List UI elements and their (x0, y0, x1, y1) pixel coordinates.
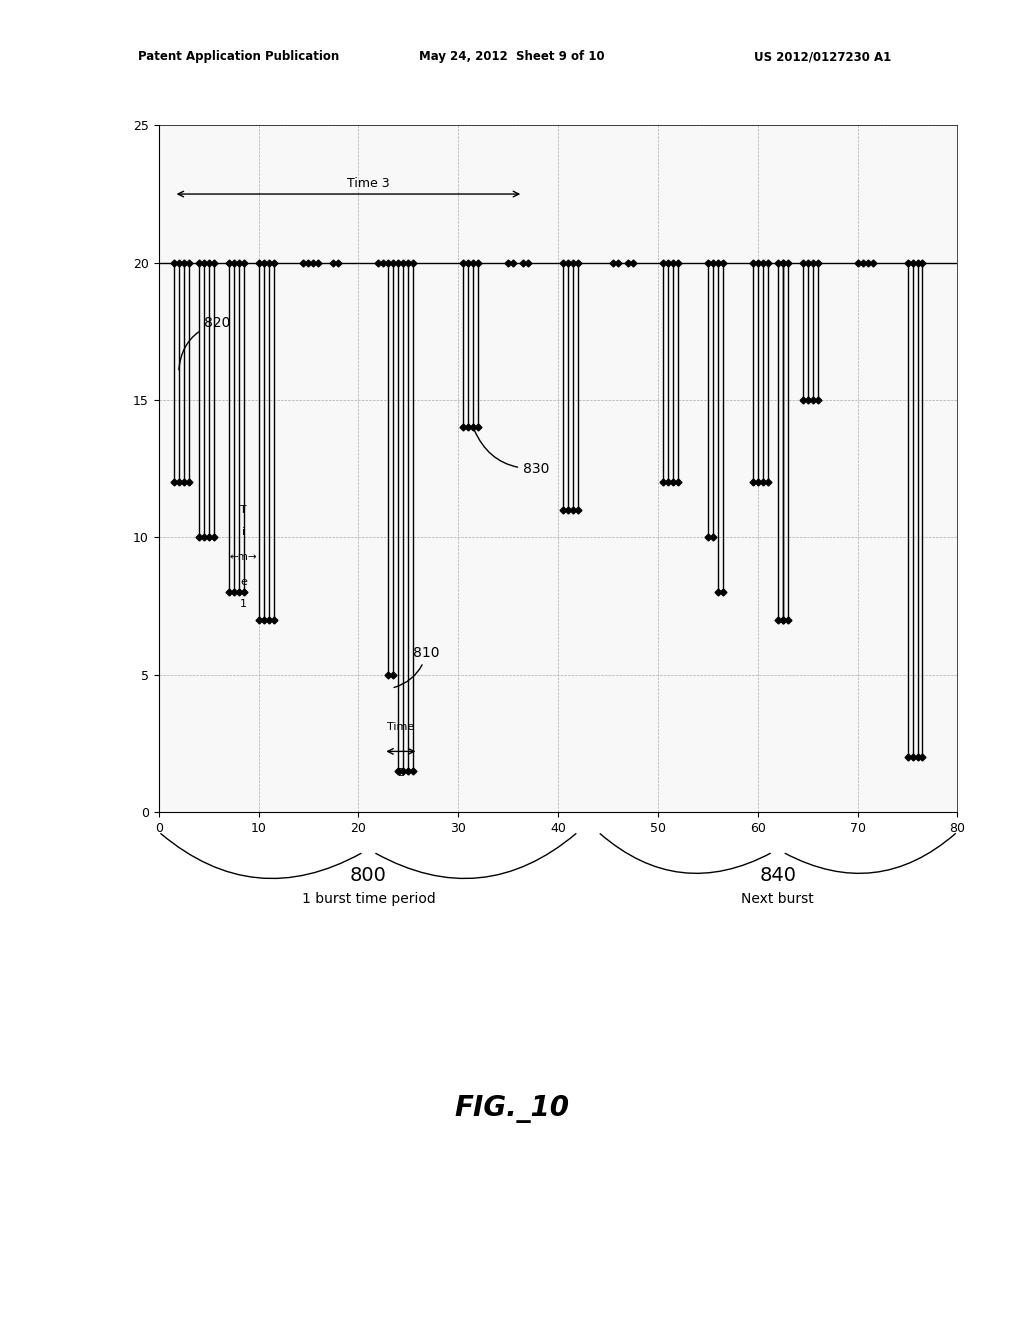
Text: US 2012/0127230 A1: US 2012/0127230 A1 (754, 50, 891, 63)
Text: 800: 800 (350, 866, 387, 884)
Text: Time: Time (387, 722, 415, 733)
Text: 810: 810 (394, 645, 440, 688)
Text: 840: 840 (759, 866, 797, 884)
Text: Time 3: Time 3 (347, 177, 390, 190)
Text: Next burst: Next burst (741, 892, 814, 907)
Text: i: i (242, 527, 245, 537)
Text: May 24, 2012  Sheet 9 of 10: May 24, 2012 Sheet 9 of 10 (419, 50, 605, 63)
Text: T: T (241, 506, 247, 515)
Text: 1 burst time period: 1 burst time period (301, 892, 435, 907)
Text: e: e (241, 577, 247, 586)
Text: FIG._10: FIG._10 (455, 1094, 569, 1123)
Text: 1: 1 (240, 599, 247, 609)
Text: ←m→: ←m→ (229, 552, 257, 562)
Text: 830: 830 (474, 430, 550, 475)
Text: 2: 2 (397, 768, 404, 777)
Text: Patent Application Publication: Patent Application Publication (138, 50, 340, 63)
Text: 820: 820 (179, 315, 230, 370)
